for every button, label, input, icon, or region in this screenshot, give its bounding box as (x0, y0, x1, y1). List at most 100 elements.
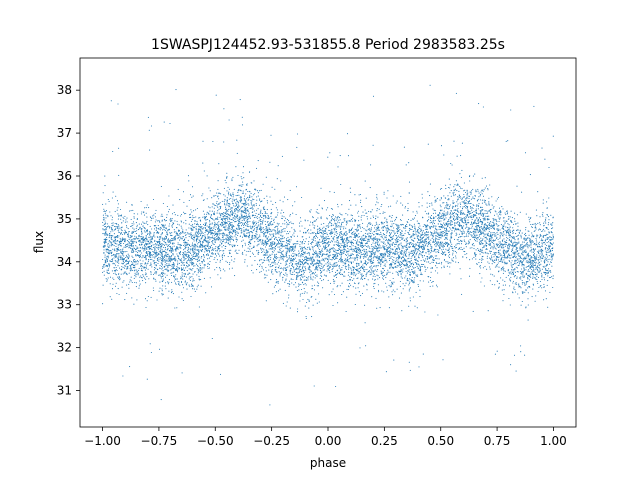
data-point (469, 203, 470, 204)
data-point (209, 242, 210, 243)
data-point (508, 232, 509, 233)
data-point (393, 235, 394, 236)
data-point (360, 274, 361, 275)
data-point (506, 240, 507, 241)
data-point (237, 192, 238, 193)
data-point (269, 162, 270, 163)
data-point (400, 267, 401, 268)
data-point (298, 283, 299, 284)
data-point (445, 217, 446, 218)
data-point (147, 244, 148, 245)
data-point (379, 230, 380, 231)
data-point (481, 215, 482, 216)
data-point (270, 242, 271, 243)
data-point (365, 237, 366, 238)
data-point (360, 200, 361, 201)
data-point (353, 249, 354, 250)
data-point (120, 209, 121, 210)
data-point (428, 244, 429, 245)
data-point (404, 207, 405, 208)
data-point (384, 270, 385, 271)
data-point (498, 252, 499, 253)
data-point (393, 227, 394, 228)
data-point (120, 255, 121, 256)
data-point (161, 288, 162, 289)
data-point (412, 240, 413, 241)
data-point (327, 266, 328, 267)
data-point (246, 217, 247, 218)
data-point (254, 256, 255, 257)
data-point (513, 253, 514, 254)
data-point (185, 282, 186, 283)
data-point (328, 257, 329, 258)
data-point (488, 224, 489, 225)
data-point (265, 277, 266, 278)
data-point (359, 248, 360, 249)
data-point (121, 229, 122, 230)
data-point (183, 202, 184, 203)
data-point (290, 190, 291, 191)
data-point (498, 225, 499, 226)
data-point (146, 255, 147, 256)
data-point (417, 230, 418, 231)
data-point (115, 261, 116, 262)
data-point (193, 254, 194, 255)
data-point (279, 239, 280, 240)
data-point (407, 280, 408, 281)
data-point (178, 258, 179, 259)
data-point (233, 203, 234, 204)
data-point (416, 211, 417, 212)
data-point (377, 260, 378, 261)
data-point (361, 219, 362, 220)
data-point (326, 226, 327, 227)
data-point (288, 295, 289, 296)
data-point (507, 247, 508, 248)
data-point (372, 267, 373, 268)
data-point (280, 257, 281, 258)
data-point (107, 234, 108, 235)
data-point (527, 275, 528, 276)
data-point (382, 257, 383, 258)
data-point (155, 281, 156, 282)
data-point (207, 212, 208, 213)
data-point (198, 285, 199, 286)
data-point (265, 211, 266, 212)
data-point (501, 224, 502, 225)
data-point (466, 257, 467, 258)
data-point (471, 210, 472, 211)
data-point (484, 202, 485, 203)
data-point (325, 263, 326, 264)
data-point (426, 243, 427, 244)
data-point (480, 207, 481, 208)
data-point (309, 237, 310, 238)
data-point (202, 228, 203, 229)
data-point (198, 272, 199, 273)
data-point (282, 235, 283, 236)
data-point (480, 281, 481, 282)
data-point (189, 278, 190, 279)
data-point (106, 250, 107, 251)
data-point (329, 249, 330, 250)
data-point (491, 238, 492, 239)
data-point (177, 270, 178, 271)
data-point (276, 217, 277, 218)
data-point (265, 232, 266, 233)
data-point (305, 268, 306, 269)
data-point (540, 234, 541, 235)
data-point (531, 243, 532, 244)
data-point (450, 184, 451, 185)
data-point (437, 314, 438, 315)
data-point (246, 215, 247, 216)
data-point (328, 226, 329, 227)
data-point (417, 212, 418, 213)
data-point (449, 248, 450, 249)
data-point (518, 283, 519, 284)
data-point (494, 232, 495, 233)
data-point (493, 256, 494, 257)
data-point (418, 268, 419, 269)
data-point (499, 238, 500, 239)
data-point (319, 249, 320, 250)
data-point (226, 182, 227, 183)
data-point (334, 251, 335, 252)
data-point (153, 278, 154, 279)
